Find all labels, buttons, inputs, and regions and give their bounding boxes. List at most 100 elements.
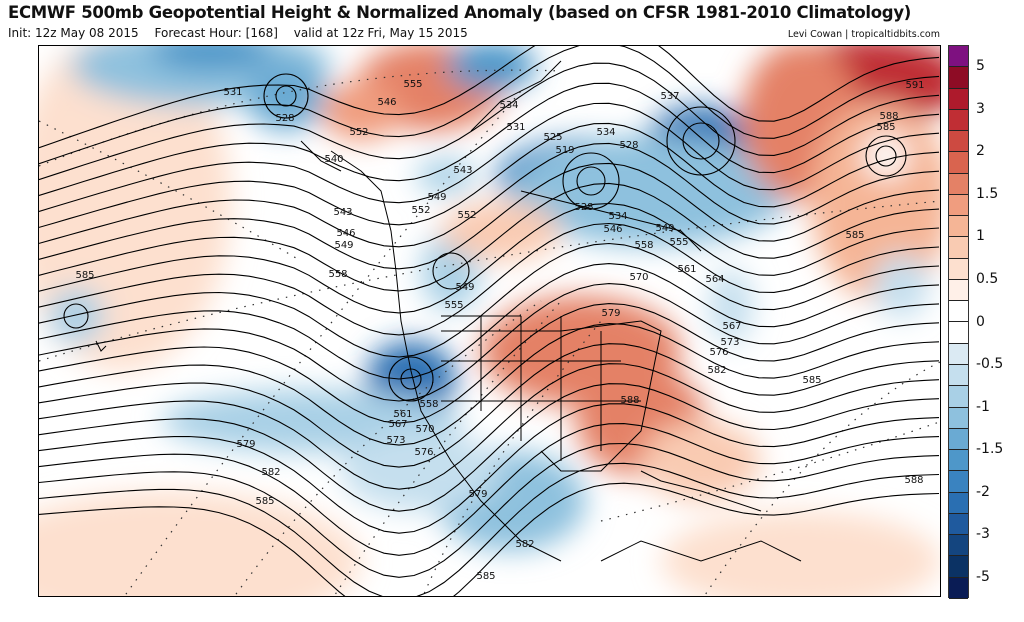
contour-label: 582 xyxy=(707,365,726,376)
contour-label: 558 xyxy=(419,399,438,410)
contour-label: 528 xyxy=(574,202,593,213)
colorbar-segment xyxy=(949,364,968,387)
closed-contour xyxy=(666,106,736,176)
colorbar-segment xyxy=(949,109,968,132)
height-contour xyxy=(39,62,940,181)
anomaly-region xyxy=(321,81,401,141)
colorbar-label: 1.5 xyxy=(976,185,999,202)
contour-label: 573 xyxy=(720,337,739,348)
colorbar-label: -5 xyxy=(976,568,990,585)
contour-label: 537 xyxy=(660,91,679,102)
height-contour xyxy=(39,482,940,596)
chart-title: ECMWF 500mb Geopotential Height & Normal… xyxy=(8,3,912,22)
contour-label: 549 xyxy=(655,223,674,234)
grid-line xyxy=(123,90,522,596)
contour-label: 567 xyxy=(722,321,741,332)
colorbar-segment xyxy=(949,301,968,323)
contour-label: 549 xyxy=(427,192,446,203)
closed-contour xyxy=(388,356,434,402)
contour-label: 528 xyxy=(275,113,294,124)
contour-label: 546 xyxy=(336,228,355,239)
colorbar-segment xyxy=(949,194,968,217)
grid-line xyxy=(39,200,940,362)
height-contour xyxy=(39,442,940,578)
contour-label: 585 xyxy=(876,122,895,133)
contour-label: 573 xyxy=(386,435,405,446)
contour-label: 546 xyxy=(603,224,622,235)
closed-contour xyxy=(63,303,89,329)
height-contour xyxy=(39,202,940,314)
anomaly-region xyxy=(661,511,940,596)
coastline xyxy=(441,320,662,472)
valid-time: valid at 12z Fri, May 15 2015 xyxy=(293,26,468,40)
anomaly-region xyxy=(511,136,791,246)
colorbar-label: -1 xyxy=(976,398,990,415)
height-contour xyxy=(39,263,940,380)
height-contour xyxy=(39,142,940,248)
colorbar-segment xyxy=(949,428,968,451)
contour-label: 552 xyxy=(411,205,430,216)
height-contour xyxy=(39,242,940,358)
contour-label: 585 xyxy=(845,230,864,241)
contour-label: 585 xyxy=(802,375,821,386)
contour-label: 561 xyxy=(393,409,412,420)
closed-contour xyxy=(875,145,897,167)
colorbar-label: -1.5 xyxy=(976,441,1004,458)
contour-label: 558 xyxy=(328,269,347,280)
colorbar-label: 0 xyxy=(976,313,985,330)
colorbar-label: -0.5 xyxy=(976,356,1004,373)
coastline xyxy=(95,340,107,352)
height-contour xyxy=(39,283,940,402)
height-contour xyxy=(39,403,940,534)
contour-label: 591 xyxy=(905,80,924,91)
weather-map: 531 528 555 546 552 540 543 546 549 558 543 549 552 5… xyxy=(38,45,941,597)
colorbar-segment xyxy=(949,279,968,302)
contour-label: 567 xyxy=(388,419,407,430)
colorbar-segment xyxy=(949,152,968,174)
anomaly-region xyxy=(151,46,271,71)
coastline xyxy=(470,60,702,252)
contour-label: 588 xyxy=(879,111,898,122)
height-contour xyxy=(39,303,940,424)
grid-line xyxy=(703,361,940,596)
contour-label: 579 xyxy=(468,489,487,500)
colorbar-label: 0.5 xyxy=(976,270,999,287)
colorbar-segment xyxy=(949,577,968,599)
contour-label: 531 xyxy=(506,122,525,133)
anomaly-region xyxy=(709,268,753,344)
colorbar-segment xyxy=(949,46,968,68)
height-contour xyxy=(39,162,940,270)
colorbar-segment xyxy=(949,450,968,472)
anomaly-region xyxy=(873,254,929,318)
contour-label: 585 xyxy=(255,496,274,507)
colorbar-segment xyxy=(949,258,968,280)
height-contour xyxy=(39,363,940,490)
closed-contour xyxy=(865,135,907,177)
height-contour xyxy=(39,423,940,556)
subtitle: Init: 12z May 08 2015 Forecast Hour: [16… xyxy=(8,26,480,40)
contour-label: 588 xyxy=(904,475,923,486)
closed-contour xyxy=(576,166,606,196)
grid-line xyxy=(233,300,542,596)
colorbar-segment xyxy=(949,556,968,578)
grid-line xyxy=(422,320,602,596)
closed-contour xyxy=(275,85,297,107)
height-contour xyxy=(39,182,940,292)
contour-label: 558 xyxy=(634,240,653,251)
colorbar-label: 1 xyxy=(976,228,985,245)
height-contour xyxy=(39,82,940,197)
colorbar-segment xyxy=(949,88,968,110)
contour-label: 546 xyxy=(377,97,396,108)
contour-label: 534 xyxy=(596,127,615,138)
colorbar-segment xyxy=(949,513,968,536)
colorbar-segment xyxy=(949,131,968,153)
height-contour xyxy=(39,222,940,336)
contour-label: 588 xyxy=(620,395,639,406)
colorbar-label: -3 xyxy=(976,526,990,543)
contour-label: 585 xyxy=(75,270,94,281)
init-time: Init: 12z May 08 2015 xyxy=(8,26,139,40)
colorbar-label: 2 xyxy=(976,143,985,160)
contour-label: 540 xyxy=(324,154,343,165)
